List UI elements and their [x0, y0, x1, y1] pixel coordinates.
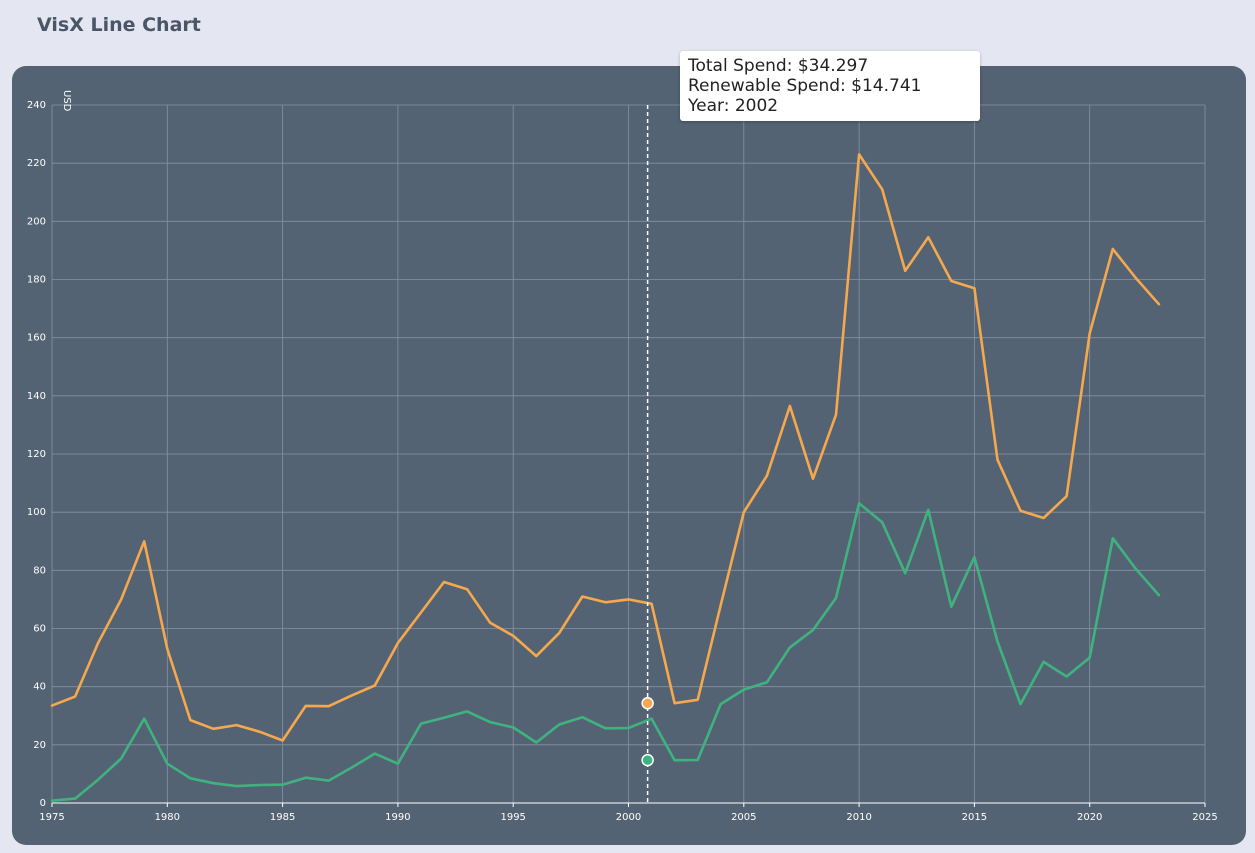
hover-markers: [641, 697, 654, 767]
x-tick-label: 1975: [39, 812, 64, 823]
y-tick-label: 0: [40, 798, 46, 809]
y-tick-label: 120: [27, 449, 46, 460]
y-tick-label: 160: [27, 333, 46, 344]
series-line-renewable: [50, 502, 1161, 803]
x-tick-label: 2020: [1077, 812, 1102, 823]
y-tick-label: 100: [27, 507, 46, 518]
tooltip-renewable-spend: Renewable Spend: $14.741: [688, 76, 922, 96]
x-tick-label: 2010: [846, 812, 871, 823]
y-tick-label: 140: [27, 391, 46, 402]
x-tick-label: 1995: [500, 812, 525, 823]
x-tick-label: 2025: [1192, 812, 1217, 823]
y-tick-label: 200: [27, 216, 46, 227]
y-tick-label: 240: [27, 100, 46, 111]
page-title: VisX Line Chart: [37, 14, 201, 36]
x-tick-label: 2015: [962, 812, 987, 823]
x-tick-label: 2000: [616, 812, 641, 823]
y-tick-label: 80: [33, 565, 46, 576]
tooltip-total-spend: Total Spend: $34.297: [688, 56, 869, 76]
axis-tick-labels: 0 20 40 60 80 100 120 140 160 180 200 220 240 1975 198…: [27, 100, 1218, 823]
hover-marker-renewable: [641, 753, 654, 767]
y-tick-label: 60: [33, 624, 46, 635]
x-tick-label: 1980: [155, 812, 180, 823]
x-tick-label: 2005: [731, 812, 756, 823]
series-lines: [50, 153, 1161, 803]
hover-tooltip: Total Spend: $34.297 Renewable Spend: $1…: [680, 51, 980, 121]
y-axis-label: USD: [61, 90, 72, 112]
hover-marker-total: [641, 697, 654, 710]
grid-lines: [51, 104, 1206, 807]
x-tick-label: 1985: [270, 812, 295, 823]
x-tick-label: 1990: [385, 812, 410, 823]
y-tick-label: 40: [33, 682, 46, 693]
y-tick-label: 180: [27, 275, 46, 286]
y-tick-label: 220: [27, 158, 46, 169]
tooltip-year: Year: 2002: [688, 96, 779, 116]
series-line-total: [50, 153, 1161, 742]
chart-card: [12, 66, 1246, 845]
y-tick-label: 20: [33, 740, 46, 751]
